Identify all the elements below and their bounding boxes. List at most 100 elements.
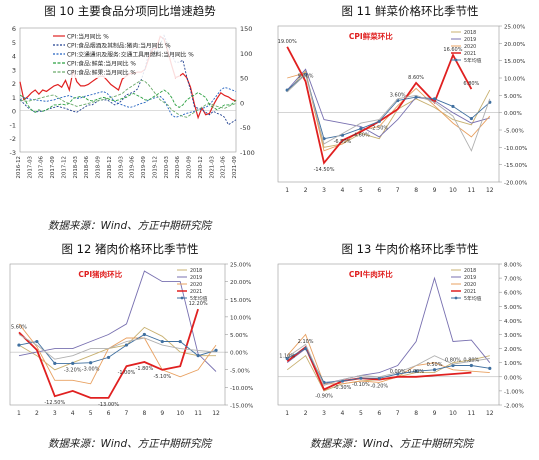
data-label: -6.50% <box>334 139 352 145</box>
y-tick-label: -15.00% <box>230 404 253 410</box>
y-left-tick-label: 3 <box>12 66 16 74</box>
x-tick-label: 2021-09 <box>232 155 238 178</box>
figure-13-source: 数据来源：Wind、方正中期研究院 <box>310 438 474 450</box>
data-label: -2.50% <box>370 125 388 131</box>
series-line-3 <box>19 89 237 113</box>
x-tick-label: 3 <box>322 187 326 194</box>
y-tick-label: 0.00% <box>504 375 522 381</box>
x-tick-label: 4 <box>341 410 345 417</box>
series-line-4 <box>286 347 490 383</box>
data-label: 5.60% <box>11 324 27 330</box>
chart-title: CPI猪肉环比 <box>78 269 122 279</box>
data-label: 0.00% <box>390 369 406 375</box>
data-label: -5.10% <box>153 374 171 380</box>
x-tick-label: 2017-12 <box>61 156 67 179</box>
series-point <box>71 361 75 366</box>
figure-12-source: 数据来源：Wind、方正中期研究院 <box>48 438 212 450</box>
y-tick-label: 20.00% <box>504 42 525 48</box>
series-point <box>359 127 363 131</box>
x-tick-label: 7 <box>396 410 400 417</box>
x-tick-label: 2 <box>304 187 308 194</box>
series-line-0 <box>286 70 491 148</box>
series-point <box>414 95 418 99</box>
x-tick-label: 2019-06 <box>130 155 136 178</box>
y-left-tick-label: 4 <box>12 53 16 61</box>
legend-marker <box>454 58 458 62</box>
y-right-tick-label: 100 <box>240 50 252 58</box>
y-tick-label: 25.00% <box>230 263 251 269</box>
series-point <box>178 339 182 344</box>
y-right-tick-label: -100 <box>240 149 255 157</box>
x-tick-label: 2016-12 <box>16 156 22 179</box>
x-tick-label: 2 <box>304 410 308 417</box>
data-label: 12.20% <box>189 301 208 307</box>
y-tick-label: 15.00% <box>504 59 525 65</box>
legend-box <box>50 30 180 78</box>
figure-13-title: 图 13 牛肉价格环比季节性 <box>341 242 479 256</box>
x-tick-label: 2020-03 <box>164 156 170 179</box>
x-tick-label: 2018-09 <box>96 155 102 178</box>
data-label: -1.80% <box>136 366 154 372</box>
x-tick-label: 2019-03 <box>118 156 124 179</box>
data-label: 0.80% <box>445 358 461 364</box>
data-label: 0.00% <box>408 369 424 375</box>
x-tick-label: 4 <box>341 187 345 194</box>
data-label: 0.50% <box>427 362 443 368</box>
data-label: 1.10% <box>279 353 295 359</box>
series-line-5 <box>286 73 491 152</box>
y-right-tick-label: -50 <box>240 124 251 132</box>
legend-label: CPI:当月同比 % <box>67 33 109 41</box>
x-tick-label: 3 <box>53 410 57 417</box>
y-tick-label: 5.00% <box>504 94 522 100</box>
data-label: -3.20% <box>64 367 82 373</box>
y-tick-label: 3.00% <box>504 333 522 339</box>
x-tick-label: 11 <box>194 410 202 417</box>
data-label: -0.20% <box>370 384 388 390</box>
legend-label: 5年均值 <box>464 295 482 302</box>
y-tick-label: 7.00% <box>504 277 522 283</box>
legend-label: 2020 <box>190 282 202 288</box>
x-tick-label: 12 <box>212 410 220 417</box>
plot-frame <box>277 25 500 183</box>
y-right-tick-label: 150 <box>240 25 252 33</box>
data-label: 19.00% <box>278 39 297 45</box>
series-line-4 <box>19 79 237 118</box>
figure-10-title: 图 10 主要食品分项同比增速趋势 <box>44 4 216 18</box>
series-point <box>89 361 93 365</box>
legend-marker <box>454 296 458 300</box>
x-tick-label: 12 <box>486 187 494 194</box>
series-point <box>451 363 455 368</box>
series-point <box>469 363 473 368</box>
x-tick-label: 11 <box>468 410 476 417</box>
x-tick-label: 1 <box>285 187 289 194</box>
series-point <box>432 368 437 372</box>
series-point <box>377 376 381 380</box>
y-left-tick-label: -2 <box>10 135 16 143</box>
series-point <box>488 366 492 370</box>
data-label: 9.00% <box>298 73 314 79</box>
x-tick-label: 2017-03 <box>27 156 33 179</box>
y-tick-label: -2.00% <box>504 404 524 410</box>
y-tick-label: 10.00% <box>504 77 525 83</box>
x-tick-label: 10 <box>176 410 184 417</box>
series-line-2 <box>287 72 491 152</box>
x-tick-label: 2 <box>35 410 39 417</box>
series-line-3 <box>286 46 473 165</box>
y-tick-label: 1.00% <box>504 361 522 367</box>
series-point <box>359 376 363 380</box>
series-line-1 <box>286 68 490 138</box>
y-tick-label: -5.00% <box>504 129 524 135</box>
x-tick-label: 9 <box>433 187 437 194</box>
x-tick-label: 11 <box>468 187 476 194</box>
legend-label: 2020 <box>464 282 476 288</box>
x-tick-label: 2019-12 <box>152 156 158 179</box>
series-point <box>304 347 308 351</box>
legend-label: 5年均值 <box>190 295 208 302</box>
x-tick-label: 7 <box>396 187 400 194</box>
y-left-tick-label: 6 <box>12 25 16 33</box>
x-tick-label: 12 <box>486 410 494 417</box>
y-right-tick-label: 50 <box>240 75 248 83</box>
x-tick-label: 9 <box>160 410 164 417</box>
series-line-2 <box>18 323 217 385</box>
series-point <box>377 119 381 123</box>
